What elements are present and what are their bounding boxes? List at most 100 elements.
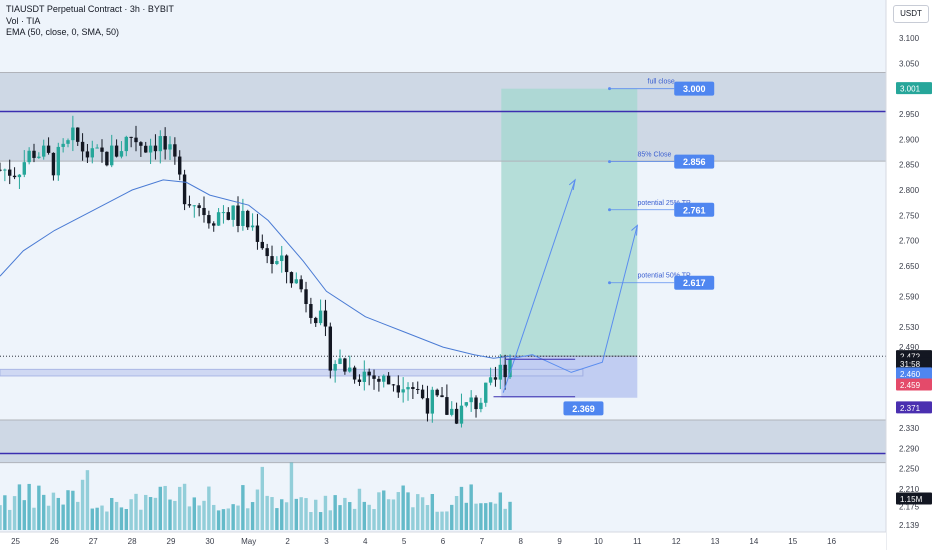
price-badge [896, 401, 932, 414]
target-badge [674, 81, 715, 96]
volume-bar [129, 499, 133, 530]
candle-body [221, 212, 226, 214]
candle-body [144, 145, 148, 153]
volume-legend[interactable]: Vol · TIA [6, 15, 41, 26]
time-tick-label: 5 [402, 537, 407, 546]
volume-bar [153, 497, 158, 530]
volume-bar [280, 499, 284, 530]
candle-body [61, 143, 65, 147]
volume-bar [299, 497, 303, 530]
candle-body [178, 156, 182, 175]
currency-button[interactable]: USDT [893, 5, 929, 23]
candle-body [382, 375, 386, 382]
candle-body [425, 398, 430, 414]
volume-bar [318, 512, 323, 530]
annotation-anchor [608, 281, 612, 285]
volume-bar [372, 509, 376, 530]
price-tick-label: 2.950 [899, 110, 920, 119]
time-tick-label: 11 [633, 537, 642, 546]
loss-zone [501, 356, 638, 398]
volume-bar [37, 485, 41, 530]
candle-body [479, 402, 483, 410]
projection-path [502, 179, 576, 393]
candle-body [435, 389, 439, 396]
volume-bar [12, 496, 17, 530]
volume-bar [0, 505, 2, 530]
ema-line [0, 179, 512, 359]
candle-body [328, 326, 333, 371]
candle-body [386, 375, 391, 385]
annotation-anchor [608, 160, 612, 164]
volume-bar [221, 509, 226, 530]
volume-bar [163, 485, 167, 530]
target-value: 2.761 [683, 205, 706, 215]
volume-bar [246, 508, 250, 530]
candle-body [134, 137, 138, 143]
candle-body [236, 205, 240, 226]
candle-body [8, 169, 12, 176]
candle-body [493, 377, 498, 380]
profit-zone [501, 88, 638, 357]
candle-body [46, 145, 51, 153]
price-tick-label: 2.210 [899, 485, 920, 494]
candle-body [148, 145, 153, 153]
volume-bar [289, 462, 294, 530]
price-badge-text: 1.15M [900, 495, 923, 504]
volume-bar [124, 509, 128, 530]
candle-body [250, 225, 255, 228]
price-badge [896, 367, 932, 380]
volume-bar [168, 499, 172, 530]
price-tick-label: 3.050 [899, 59, 920, 68]
volume-bar [178, 486, 182, 530]
volume-bar [182, 483, 187, 530]
candle-body [508, 359, 512, 378]
candle-body [66, 140, 70, 144]
volume-bar [80, 479, 85, 530]
target-value: 2.617 [683, 278, 706, 288]
volume-bar [110, 497, 114, 530]
candle-body [105, 151, 109, 166]
volume-bar [309, 512, 313, 530]
arrow-head [631, 224, 638, 236]
volume-bar [202, 500, 206, 530]
candle-body [391, 384, 396, 386]
volume-bar [275, 508, 279, 530]
volume-bar [464, 502, 469, 530]
volume-bar [241, 485, 245, 530]
price-tick-label: 2.850 [899, 161, 920, 170]
candle-body [294, 279, 299, 284]
arrow-head [568, 178, 576, 191]
price-tick-label: 2.650 [899, 262, 920, 271]
volume-bar [445, 511, 449, 530]
price-badge-text: 31:58 [900, 360, 921, 369]
symbol-title[interactable]: TIAUSDT Perpetual Contract · 3h · BYBIT [6, 4, 174, 14]
volume-bar [367, 504, 371, 530]
candle-body [304, 289, 308, 305]
time-tick-label: 25 [11, 537, 20, 546]
annotation-text: 85% Close [638, 152, 672, 159]
candle-body [464, 402, 469, 406]
candle-body [280, 255, 284, 262]
candle-body [265, 248, 269, 257]
price-tick-label: 2.530 [899, 323, 920, 332]
candle-body [56, 146, 60, 176]
candle-body [454, 408, 459, 424]
candle-body [212, 223, 216, 226]
annotation-text: potential 25% TP [638, 200, 692, 207]
annotation-text: full close [648, 79, 675, 86]
candle-body [3, 169, 7, 171]
volume-bar [484, 503, 488, 530]
volume-bar [3, 495, 7, 530]
candle-body [445, 397, 449, 415]
shaded-band [0, 72, 886, 162]
candle-body [32, 150, 36, 158]
volume-bar [459, 486, 464, 530]
ema-legend[interactable]: EMA (50, close, 0, SMA, 50) [6, 27, 120, 37]
candle-body [80, 141, 85, 152]
candle-body [459, 405, 464, 424]
volume-bar [314, 499, 318, 530]
time-tick-label: 2 [285, 537, 290, 546]
candle-body [338, 358, 342, 364]
